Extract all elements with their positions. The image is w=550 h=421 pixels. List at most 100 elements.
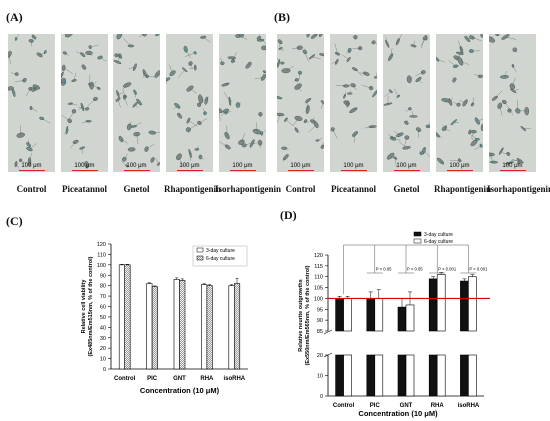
stain-dot xyxy=(127,165,129,167)
micrograph-a-gnetol: 100 μm xyxy=(113,34,160,172)
stain-dot xyxy=(100,56,102,59)
cell-body xyxy=(8,86,14,91)
micrograph-a-isorhapontigenin: 100 μm xyxy=(219,34,266,172)
cell-body xyxy=(495,34,500,37)
neurite xyxy=(354,69,363,77)
scale-bar xyxy=(447,169,473,171)
neurite xyxy=(321,102,324,109)
neurite xyxy=(474,145,482,150)
micrograph-image xyxy=(61,34,108,172)
neurite xyxy=(78,106,83,111)
neurite xyxy=(122,38,131,47)
cell-body xyxy=(22,78,27,83)
stain-dot xyxy=(494,161,496,163)
neurite xyxy=(474,74,481,77)
neurite xyxy=(152,157,157,161)
micrograph-image xyxy=(330,34,377,172)
neurite xyxy=(88,52,93,57)
neurite xyxy=(405,108,410,112)
neurite xyxy=(512,65,517,73)
stain-dot xyxy=(455,65,458,68)
x-axis-title: Concentration (10 μM) xyxy=(140,386,220,395)
neurite xyxy=(120,160,127,166)
cell-body xyxy=(457,158,462,163)
neurite xyxy=(505,162,510,167)
cell-body xyxy=(480,123,483,132)
neurite xyxy=(196,146,199,150)
neurite xyxy=(427,122,430,127)
neurite xyxy=(459,100,466,104)
neurite xyxy=(285,65,294,71)
cell-body xyxy=(480,34,483,38)
neurite xyxy=(373,42,377,44)
neurite xyxy=(393,88,399,97)
scale-bar xyxy=(341,169,367,171)
neurite xyxy=(390,156,395,160)
neurite xyxy=(264,47,266,49)
micro-label-a-isorhapontigenin: Isorhapontigenin xyxy=(215,184,282,194)
neurite xyxy=(311,56,321,59)
cell-body xyxy=(516,158,524,164)
neurite xyxy=(510,160,521,161)
neurite xyxy=(418,79,423,84)
micrograph-b-isorhapontigenin: 100 μm xyxy=(489,34,536,172)
neurite xyxy=(334,43,338,54)
neurite xyxy=(20,160,27,164)
neurite xyxy=(178,69,185,79)
x-tick-label: PIC xyxy=(370,403,381,409)
cell-body xyxy=(188,61,193,66)
y-tick-label: 10 xyxy=(100,357,106,363)
stain-dot xyxy=(67,129,69,131)
scale-bar xyxy=(288,169,314,171)
neurite xyxy=(472,97,475,105)
neurite xyxy=(206,96,209,101)
micrograph-a-piceatannol: 100 μm xyxy=(61,34,108,172)
neurite xyxy=(296,129,301,134)
scale-bar xyxy=(72,169,98,171)
neurite xyxy=(353,108,358,111)
cell-body xyxy=(330,127,335,132)
stain-dot xyxy=(226,112,229,114)
neurite xyxy=(14,80,25,83)
neurite xyxy=(469,131,472,135)
x-tick-label: PIC xyxy=(147,376,158,382)
neurite xyxy=(398,141,407,148)
neurite xyxy=(173,105,178,110)
cell-body xyxy=(406,75,412,84)
stain-dot xyxy=(227,134,229,137)
micrograph-image xyxy=(219,34,266,172)
neurite xyxy=(63,130,68,135)
neurite xyxy=(129,121,132,127)
y-tick-label: 60 xyxy=(100,305,106,311)
stain-dot xyxy=(398,95,401,98)
cell-body xyxy=(456,102,461,107)
neurite xyxy=(285,119,294,126)
axis-break-mark xyxy=(323,329,333,335)
neurite xyxy=(332,129,338,139)
cell-body xyxy=(470,102,475,107)
neurite xyxy=(346,50,350,54)
cell-body xyxy=(185,127,191,133)
stain-dot xyxy=(230,100,232,103)
neurite xyxy=(131,149,135,152)
neurite xyxy=(69,111,75,119)
scale-bar-label: 100 μm xyxy=(126,163,147,169)
neurite xyxy=(472,137,475,144)
neurite xyxy=(322,54,324,57)
stain-dot xyxy=(349,49,352,52)
neurite xyxy=(505,36,517,40)
neurite xyxy=(395,157,397,168)
micro-label-a-piceatannol: Piceatannol xyxy=(62,184,107,194)
cell-body xyxy=(404,135,410,140)
stain-dot xyxy=(437,58,439,60)
cell-body xyxy=(277,112,285,117)
stain-dot xyxy=(446,99,448,102)
micrograph-shade xyxy=(489,34,536,172)
stain-dot xyxy=(460,60,463,63)
stain-dot xyxy=(259,37,261,39)
cell-body xyxy=(385,39,390,48)
neurite xyxy=(409,77,413,80)
y-tick-label: 0 xyxy=(320,394,323,400)
neurite xyxy=(331,61,337,64)
cell-body xyxy=(358,46,363,51)
